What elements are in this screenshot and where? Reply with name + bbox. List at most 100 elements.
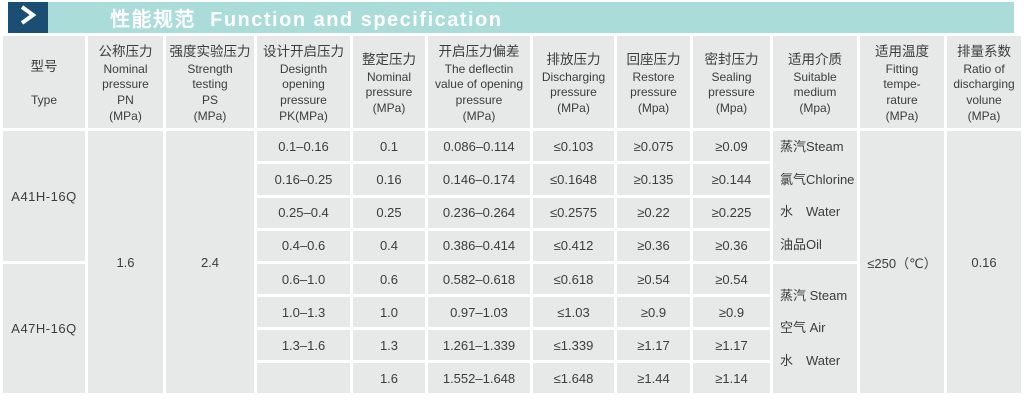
- col-header-design-opening: 设计开启压力 Designth opening pressure PK(MPa): [257, 36, 350, 128]
- col-header-opening-deflection: 开启压力偏差 The deflectin value of opening pr…: [428, 36, 530, 128]
- cell-design-opening: 0.6–1.0: [257, 264, 350, 294]
- col-header-fitting-temperature: 适用温度 Fitting tempe- rature (MPa): [860, 36, 944, 128]
- col-header-zh: 密封压力: [704, 51, 759, 67]
- cell-sealing: ≥0.144: [693, 164, 770, 195]
- cell-restore: ≥0.54: [617, 264, 690, 294]
- col-header-en: Restore pressure (Mpa): [630, 69, 677, 115]
- cell-design-opening: 0.16–0.25: [257, 164, 350, 195]
- cell-design-opening: 1.0–1.3: [257, 297, 350, 327]
- cell-sealing: ≥0.09: [693, 131, 770, 162]
- cell-discharging: ≤0.2575: [533, 197, 614, 228]
- cell-design-opening: 0.4–0.6: [257, 230, 350, 261]
- cell-discharging: ≤0.618: [533, 264, 614, 294]
- cell-set-pressure: 0.25: [353, 197, 425, 228]
- col-header-zh: 排放压力: [546, 51, 601, 67]
- cell-set-pressure: 1.3: [353, 330, 425, 360]
- cell-set-pressure: 1.0: [353, 297, 425, 327]
- col-header-nominal-pressure: 公称压力 Nominal pressure PN (MPa): [88, 36, 163, 128]
- cell-deflection: 0.146–0.174: [428, 164, 530, 195]
- col-header-sealing-pressure: 密封压力 Sealing pressure (Mpa): [693, 36, 770, 128]
- col-header-zh: 公称压力: [98, 43, 153, 59]
- section-title: 性能规范 Function and specification: [110, 9, 503, 31]
- cell-medium-group2: 蒸汽 Steam 空气 Air 水 Water: [773, 264, 857, 393]
- cell-restore: ≥0.22: [617, 197, 690, 228]
- table-row: 0.25–0.4 0.25 0.236–0.264 ≤0.2575 ≥0.22 …: [3, 197, 1021, 228]
- cell-discharging: ≤0.412: [533, 230, 614, 261]
- col-header-zh: 设计开启压力: [263, 43, 344, 59]
- table-row: 0.16–0.25 0.16 0.146–0.174 ≤0.1648 ≥0.13…: [3, 164, 1021, 195]
- cell-set-pressure: 1.6: [353, 363, 425, 393]
- col-header-en: Suitable medium (Mpa): [793, 69, 837, 115]
- cell-design-opening: 0.25–0.4: [257, 197, 350, 228]
- spec-table: 型号 Type 公称压力 Nominal pressure PN (MPa) 强…: [0, 33, 1024, 396]
- cell-sealing: ≥1.14: [693, 363, 770, 393]
- cell-discharging: ≤1.03: [533, 297, 614, 327]
- cell-sealing: ≥0.54: [693, 264, 770, 294]
- cell-discharge-ratio: 0.16: [947, 131, 1021, 393]
- cell-set-pressure: 0.6: [353, 264, 425, 294]
- cell-deflection: 0.386–0.414: [428, 230, 530, 261]
- cell-design-opening: 1.3–1.6: [257, 330, 350, 360]
- cell-strength-testing-ps: 2.4: [166, 131, 254, 393]
- cell-set-pressure: 0.1: [353, 131, 425, 162]
- col-header-zh: 排量系数: [957, 43, 1011, 59]
- title-bar: 性能规范 Function and specification: [8, 2, 1014, 33]
- cell-deflection: 1.261–1.339: [428, 330, 530, 360]
- col-header-zh: 开启压力偏差: [438, 43, 520, 59]
- table-row: 1.0–1.3 1.0 0.97–1.03 ≤1.03 ≥0.9 ≥0.9: [3, 297, 1021, 327]
- cell-model-a41h: A41H-16Q: [3, 131, 85, 261]
- header-row: 型号 Type 公称压力 Nominal pressure PN (MPa) 强…: [3, 36, 1021, 128]
- col-header-en: Nominal pressure PN (MPa): [102, 61, 149, 123]
- section-banner: 性能规范 Function and specification: [48, 2, 1014, 33]
- col-header-set-pressure: 整定压力 Nominal pressure (MPa): [353, 36, 425, 128]
- col-header-en: Type: [30, 93, 57, 108]
- cell-restore: ≥1.44: [617, 363, 690, 393]
- col-header-en: Strength testing PS (MPa): [187, 61, 233, 123]
- col-header-en: Designth opening pressure PK(MPa): [279, 61, 328, 123]
- col-header-en: The deflectin value of opening pressure …: [434, 61, 524, 123]
- col-header-zh: 适用介质: [788, 51, 842, 67]
- cell-design-opening: 0.1–0.16: [257, 131, 350, 162]
- col-header-zh: 型号: [30, 59, 58, 75]
- col-header-discharging-pressure: 排放压力 Discharging pressure (MPa): [533, 36, 614, 128]
- col-header-type: 型号 Type: [3, 36, 85, 128]
- cell-discharging: ≤0.103: [533, 131, 614, 162]
- cell-sealing: ≥1.17: [693, 330, 770, 360]
- cell-restore: ≥1.17: [617, 330, 690, 360]
- col-header-en: Sealing pressure (Mpa): [708, 69, 755, 115]
- cell-set-pressure: 0.16: [353, 164, 425, 195]
- table-row: 1.6 1.552–1.648 ≤1.648 ≥1.44 ≥1.14: [3, 363, 1021, 393]
- col-header-en: Ratio of discharging volune (MPa): [953, 61, 1015, 123]
- col-header-strength-testing: 强度实验压力 Strength testing PS (MPa): [166, 36, 254, 128]
- cell-discharging: ≤0.1648: [533, 164, 614, 195]
- chevron-box: [8, 2, 48, 33]
- table-row: 0.4–0.6 0.4 0.386–0.414 ≤0.412 ≥0.36 ≥0.…: [3, 230, 1021, 261]
- table-row: A41H-16Q 1.6 2.4 0.1–0.16 0.1 0.086–0.11…: [3, 131, 1021, 393]
- col-header-zh: 强度实验压力: [169, 43, 251, 59]
- cell-deflection: 0.236–0.264: [428, 197, 530, 228]
- col-header-en: Discharging pressure (MPa): [541, 69, 606, 115]
- cell-temperature: ≤250（℃）: [860, 131, 944, 393]
- cell-sealing: ≥0.225: [693, 197, 770, 228]
- cell-discharging: ≤1.339: [533, 330, 614, 360]
- cell-medium-group1: 蒸汽Steam 氯气Chlorine 水 Water 油品Oil: [773, 131, 857, 261]
- col-header-zh: 回座压力: [626, 51, 681, 67]
- cell-deflection: 0.086–0.114: [428, 131, 530, 162]
- col-header-en: Nominal pressure (MPa): [365, 69, 413, 115]
- col-header-suitable-medium: 适用介质 Suitable medium (Mpa): [773, 36, 857, 128]
- cell-model-a47h: A47H-16Q: [3, 264, 85, 393]
- col-header-en: Fitting tempe- rature (MPa): [883, 61, 921, 123]
- cell-design-opening: [257, 363, 350, 393]
- cell-sealing: ≥0.9: [693, 297, 770, 327]
- cell-nominal-pressure-pn: 1.6: [88, 131, 163, 393]
- col-header-discharge-ratio: 排量系数 Ratio of discharging volune (MPa): [947, 36, 1021, 128]
- col-header-zh: 整定压力: [362, 51, 416, 67]
- cell-restore: ≥0.135: [617, 164, 690, 195]
- cell-discharging: ≤1.648: [533, 363, 614, 393]
- cell-set-pressure: 0.4: [353, 230, 425, 261]
- cell-deflection: 0.582–0.618: [428, 264, 530, 294]
- cell-deflection: 1.552–1.648: [428, 363, 530, 393]
- table-row: 1.3–1.6 1.3 1.261–1.339 ≤1.339 ≥1.17 ≥1.…: [3, 330, 1021, 360]
- col-header-restore-pressure: 回座压力 Restore pressure (Mpa): [617, 36, 690, 128]
- cell-deflection: 0.97–1.03: [428, 297, 530, 327]
